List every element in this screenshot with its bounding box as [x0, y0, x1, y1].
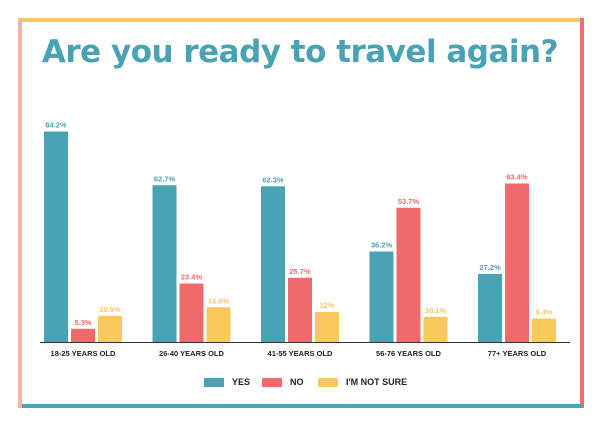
data-label-no-2: 23.4%: [181, 273, 203, 282]
category-label-3: 41-55 YEARS OLD: [268, 349, 333, 358]
bar-not-sure-5: [532, 318, 556, 342]
legend-swatch-not-sure: [318, 377, 338, 387]
bar-not-sure-3: [315, 312, 339, 342]
legend-label-not-sure: I'M NOT SURE: [346, 377, 408, 387]
bar-yes-1: [44, 131, 68, 342]
category-label-5: 77+ YEARS OLD: [488, 349, 547, 358]
bar-yes-5: [478, 274, 502, 342]
legend-item-no: NO: [262, 374, 304, 390]
legend-label-yes: YES: [232, 377, 251, 387]
bar-no-3: [288, 277, 312, 342]
category-label-2: 26-40 YEARS OLD: [159, 349, 224, 358]
data-label-no-5: 63.4%: [506, 173, 528, 182]
bar-yes-3: [261, 186, 285, 342]
bar-not-sure-2: [206, 307, 231, 342]
data-label-no-1: 5.3%: [74, 318, 91, 327]
data-label-yes-4: 36.2%: [371, 241, 393, 250]
data-label-not-sure-4: 10.1%: [425, 306, 447, 315]
bar-no-1: [71, 328, 95, 342]
legend-item-not-sure: I'M NOT SURE: [318, 374, 407, 390]
bar-yes-2: [152, 185, 177, 342]
legend-item-yes: YES: [204, 374, 250, 390]
data-label-yes-2: 62.7%: [154, 174, 176, 183]
category-label-4: 56-76 YEARS OLD: [376, 349, 441, 358]
data-label-not-sure-5: 9.4%: [535, 308, 552, 317]
data-label-yes-5: 27.2%: [479, 263, 501, 272]
data-label-not-sure-1: 10.5%: [99, 305, 121, 314]
legend: YES NO I'M NOT SURE: [0, 374, 600, 390]
legend-swatch-no: [262, 377, 282, 387]
data-label-no-4: 53.7%: [398, 197, 420, 206]
frame-top-border: [22, 18, 582, 22]
legend-label-no: NO: [290, 377, 304, 387]
category-label-1: 18-25 YEARS OLD: [51, 349, 116, 358]
bar-not-sure-4: [423, 316, 448, 342]
data-label-not-sure-2: 13.9%: [208, 296, 230, 305]
bar-not-sure-1: [98, 315, 122, 342]
data-label-yes-3: 62.3%: [262, 175, 284, 184]
legend-swatch-yes: [204, 377, 224, 387]
bar-yes-4: [369, 251, 394, 342]
frame-right-border: [580, 18, 584, 408]
data-label-not-sure-3: 12%: [319, 301, 334, 310]
frame-left-border: [18, 18, 22, 408]
data-label-yes-1: 84.2%: [45, 121, 67, 130]
bar-no-4: [396, 207, 421, 342]
data-label-no-3: 25.7%: [289, 267, 311, 276]
chart-title: Are you ready to travel again?: [41, 34, 559, 70]
bar-no-5: [505, 183, 529, 342]
bar-no-2: [179, 283, 204, 342]
frame-bottom-border: [22, 404, 582, 408]
